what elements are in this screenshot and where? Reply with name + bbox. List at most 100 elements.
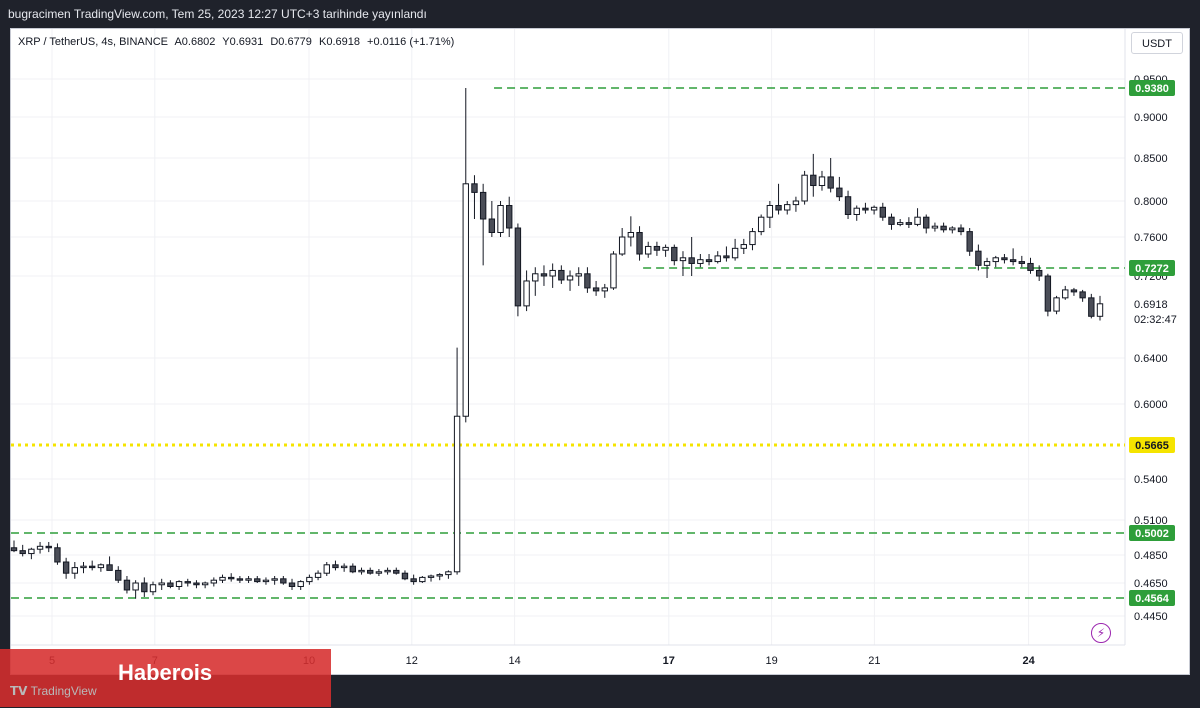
y-tick-label: 0.7600 [1134, 232, 1168, 244]
candle-body [836, 187, 843, 198]
chart-frame[interactable] [10, 28, 1190, 675]
legend-change: +0.0116 (+1.71%) [367, 36, 455, 48]
candle-body [844, 196, 852, 215]
candle-body [375, 571, 383, 574]
candle-body [749, 231, 756, 246]
candle-body [1096, 303, 1104, 317]
candle-body [115, 569, 122, 581]
candle-body [123, 579, 131, 591]
x-tick-label: 24 [1022, 655, 1035, 667]
candle-body [532, 273, 539, 282]
candle-body [28, 548, 35, 555]
candle-body [731, 247, 739, 259]
candle-body [618, 236, 626, 255]
level-label-bg [1129, 260, 1175, 276]
candle-body [36, 545, 44, 550]
candle-body [19, 550, 26, 555]
candle-body [888, 216, 895, 225]
candle-body [523, 280, 530, 307]
candle-body [818, 176, 826, 187]
candle-body [983, 261, 991, 266]
symbol-legend: XRP / TetherUS, 4s, BINANCE A0.6802 Y0.6… [18, 36, 458, 48]
candle-body [340, 565, 348, 569]
candle-body [132, 582, 139, 591]
x-tick-label: 12 [406, 655, 418, 667]
candle-body [184, 581, 191, 584]
candle-body [280, 578, 287, 584]
candle-body [549, 269, 556, 277]
candle-body [940, 225, 947, 231]
currency-button[interactable]: USDT [1131, 32, 1183, 54]
candle-body [332, 564, 339, 569]
y-tick-label: 0.8000 [1134, 196, 1168, 208]
candle-body [627, 232, 635, 238]
candle-body [714, 255, 721, 263]
tradingview-logo-icon: 𝗧𝗩 [10, 684, 31, 698]
candle-body [688, 257, 695, 264]
candle-body [71, 567, 79, 574]
candle-body [479, 191, 487, 220]
tradingview-logo[interactable]: 𝗧𝗩 TradingView [10, 684, 97, 698]
candle-body [566, 275, 574, 281]
candle-body [245, 578, 252, 581]
candle-body [784, 204, 791, 211]
candle-body [297, 581, 304, 587]
level-label: 0.5002 [1135, 528, 1169, 540]
candle-body [792, 200, 800, 206]
candle-body [45, 545, 52, 549]
level-label: 0.7272 [1135, 263, 1169, 275]
candle-body [1018, 261, 1026, 264]
candle-body [393, 569, 400, 574]
candle-body [723, 255, 730, 259]
level-label-bg [1129, 590, 1175, 606]
candle-body [201, 582, 209, 586]
candle-body [1062, 289, 1069, 299]
candle-body [410, 578, 417, 583]
candle-body [896, 222, 904, 225]
y-tick-label: 0.5100 [1134, 515, 1168, 527]
candle-body [488, 218, 496, 233]
legend-symbol[interactable]: XRP / TetherUS, 4s, BINANCE [18, 36, 168, 48]
candle-body [645, 245, 652, 255]
level-label-bg [1129, 80, 1175, 96]
candle-body [931, 225, 939, 229]
candle-body [1070, 289, 1078, 293]
candle-body [445, 571, 452, 576]
candle-body [514, 227, 522, 307]
candle-body [1035, 269, 1043, 277]
candle-body [97, 564, 105, 569]
candle-body [149, 584, 157, 593]
candle-body [497, 205, 504, 233]
y-tick-label: 0.9000 [1134, 112, 1168, 124]
tradingview-logo-text: TradingView [30, 684, 97, 698]
lightning-icon[interactable]: ⚡ [1091, 623, 1111, 643]
candle-body [1009, 259, 1017, 263]
candle-body [575, 273, 582, 277]
y-tick-label: 0.4450 [1134, 611, 1168, 623]
candle-body [453, 415, 461, 573]
candle-body [801, 174, 808, 202]
candle-body [471, 183, 478, 193]
candle-body [862, 207, 869, 211]
candle-body [167, 582, 174, 587]
legend-high: Y0.6931 [222, 36, 264, 48]
candle-body [219, 576, 226, 581]
candle-body [236, 578, 244, 581]
candle-body [540, 273, 548, 277]
y-tick-label: 0.6400 [1134, 353, 1168, 365]
candle-body [879, 206, 886, 218]
candle-body [88, 565, 96, 569]
candle-body [288, 582, 296, 587]
legend-open: A0.6802 [174, 36, 216, 48]
candle-body [610, 253, 617, 289]
candle-body [506, 205, 513, 229]
candle-body [1027, 262, 1034, 271]
candle-body [853, 207, 860, 215]
candle-body [54, 547, 61, 563]
x-tick-label: 14 [508, 655, 520, 667]
candle-body [1079, 291, 1086, 299]
candle-body [158, 582, 165, 586]
candle-body [697, 259, 704, 264]
candle-body [323, 564, 330, 574]
